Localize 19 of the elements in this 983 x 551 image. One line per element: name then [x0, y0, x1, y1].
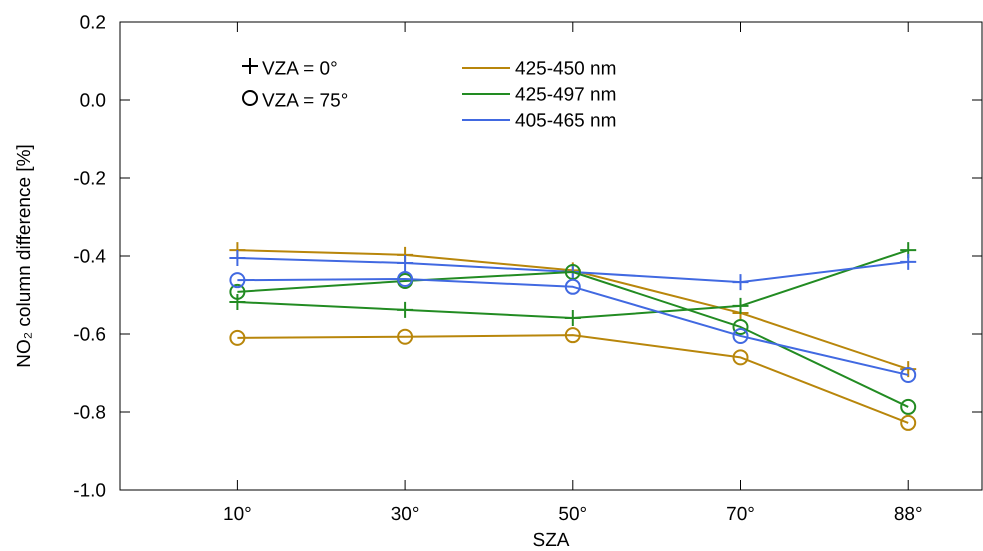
x-tick-label: 10°	[223, 504, 252, 525]
y-tick-label: -1.0	[73, 480, 106, 502]
x-tick-label: 88°	[894, 504, 923, 525]
y-tick-label: 0.0	[80, 90, 106, 112]
annotation: VZA = 75°	[262, 90, 348, 112]
annotation: VZA = 0°	[262, 58, 338, 80]
y-tick-label: -0.2	[73, 168, 106, 190]
y-tick-label: -0.8	[73, 402, 106, 424]
y-tick-label: -0.6	[73, 324, 106, 346]
legend-label: 405-465 nm	[515, 110, 616, 132]
legend-label: 425-497 nm	[515, 84, 616, 106]
y-tick-label: -0.4	[73, 246, 106, 268]
y-tick-label: 0.2	[80, 12, 106, 34]
x-tick-label: 30°	[390, 504, 420, 525]
y-axis-title: NO₂ column difference [%]	[14, 144, 35, 368]
x-tick-label: 50°	[558, 504, 588, 525]
x-tick-label: 70°	[726, 504, 755, 525]
x-axis-title: SZA	[532, 530, 570, 551]
legend-label: 425-450 nm	[515, 58, 616, 80]
